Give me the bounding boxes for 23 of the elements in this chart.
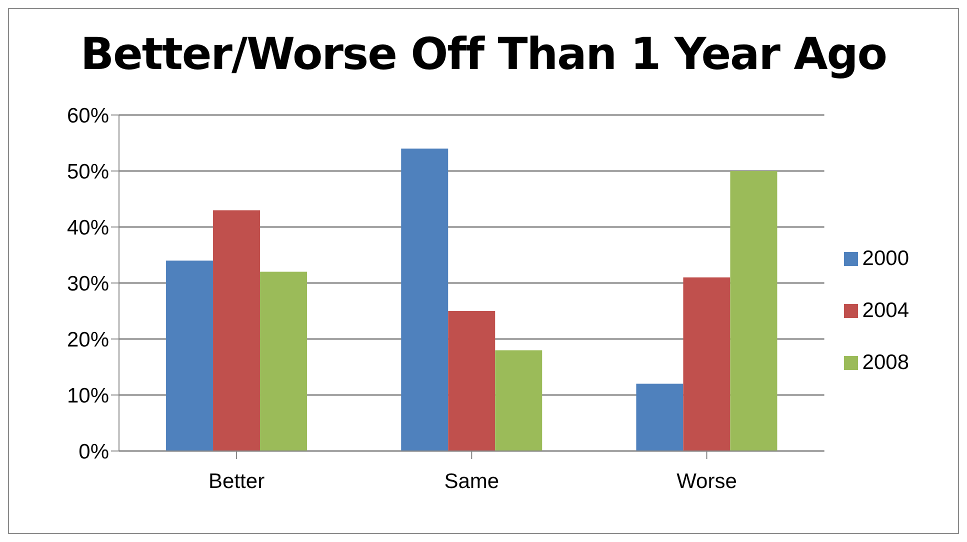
bar: [636, 384, 684, 451]
y-tick-label: 10%: [66, 384, 109, 408]
y-tick-label: 60%: [66, 104, 109, 128]
chart-title: Better/Worse Off Than 1 Year Ago: [79, 29, 888, 82]
bar: [401, 148, 448, 451]
y-tick-label: 40%: [66, 216, 109, 240]
bar: [683, 277, 730, 451]
y-tick-label: 0%: [78, 440, 109, 464]
bar: [448, 311, 496, 451]
bar: [495, 350, 542, 451]
legend-label: 2008: [862, 351, 909, 374]
x-tick-label: Worse: [676, 470, 737, 493]
x-tick-label: Better: [208, 470, 265, 493]
bar: [166, 260, 214, 451]
y-tick-label: 30%: [66, 272, 109, 296]
legend-label: 2004: [862, 299, 909, 322]
bar: [213, 210, 260, 451]
legend-label: 2000: [862, 247, 909, 270]
bar: [730, 171, 778, 451]
bar: [260, 272, 308, 451]
x-tick-label: Same: [444, 470, 500, 493]
y-tick-label: 50%: [66, 160, 109, 184]
y-tick-label: 20%: [66, 328, 109, 352]
